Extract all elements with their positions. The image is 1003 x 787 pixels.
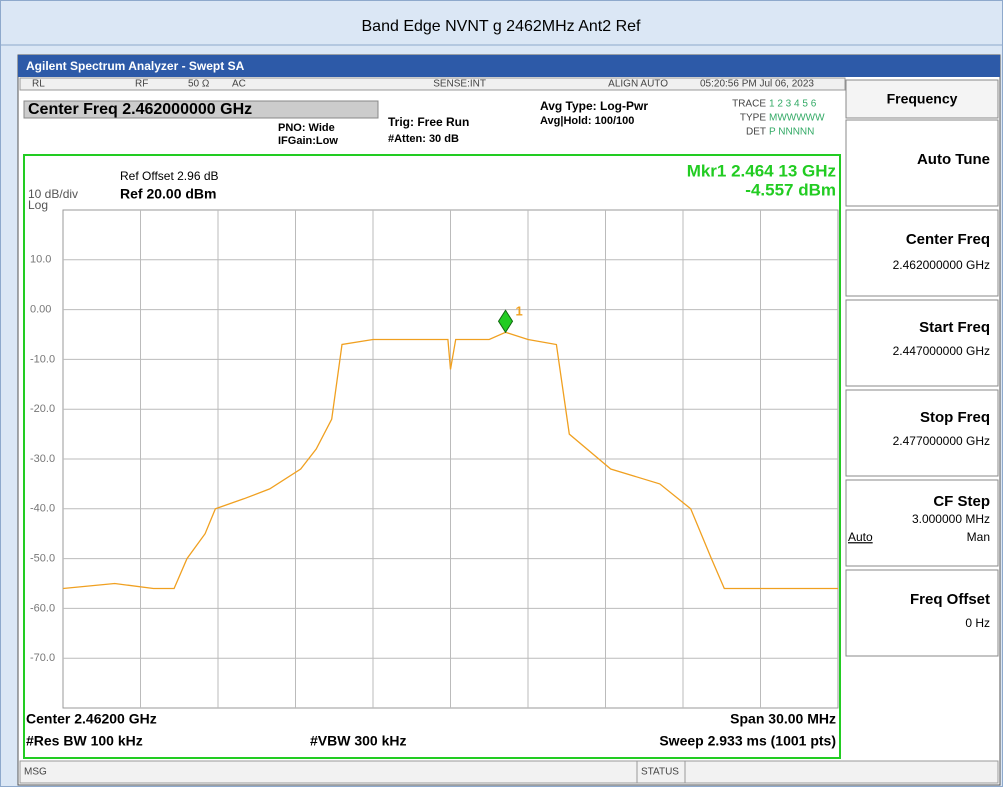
trace-label: TRACE [732, 99, 766, 110]
softkey-label: CF Step [933, 493, 990, 510]
softkey-value: 2.462000000 GHz [893, 258, 990, 272]
y-tick-label: -20.0 [30, 403, 55, 415]
window-titlebar [18, 55, 1000, 77]
softkey-value: 0 Hz [965, 616, 990, 630]
footer: Center 2.46200 GHz Span 30.00 MHz #Res B… [26, 711, 836, 749]
type-label: TYPE [740, 113, 766, 124]
plot: Ref Offset 2.96 dB 10 dB/div Log Ref 20.… [28, 161, 839, 709]
status-bar: RL RF 50 Ω AC SENSE:INT ALIGN AUTO 05:20… [19, 77, 846, 91]
softkey-value: 2.477000000 GHz [893, 434, 990, 448]
softkey-label: Start Freq [919, 319, 990, 336]
status-align: ALIGN AUTO [608, 79, 668, 90]
y-tick-label: -60.0 [30, 602, 55, 614]
msg: MSG [24, 767, 47, 778]
ref-offset: Ref Offset 2.96 dB [120, 169, 219, 183]
status: STATUS [641, 767, 679, 778]
softkey[interactable] [845, 389, 999, 477]
softkey[interactable] [845, 299, 999, 387]
y-tick-label: -10.0 [30, 353, 55, 365]
status-rl: RL [32, 79, 45, 90]
marker-readout: Mkr1 2.464 13 GHz [687, 161, 836, 180]
window-title: Agilent Spectrum Analyzer - Swept SA [26, 59, 245, 73]
type-value: MWWWWW [769, 113, 825, 124]
trace [62, 331, 838, 590]
softkey-label: Freq Offset [910, 591, 990, 608]
det-label: DET [746, 127, 766, 138]
y-tick-label: -30.0 [30, 453, 55, 465]
trace-value: 1 2 3 4 5 6 [769, 99, 817, 110]
ref-level: Ref 20.00 dBm [120, 186, 216, 202]
status-sense: SENSE:INT [433, 79, 486, 90]
softkey-panel: Frequency Auto Tune Center Freq 2.462000… [845, 79, 999, 657]
softkey-value: 3.000000 MHz [912, 512, 990, 526]
pno: PNO: Wide [278, 122, 335, 134]
softkey-title: Frequency [887, 91, 958, 107]
softkey-option: Auto [848, 530, 873, 544]
y-tick-label: -50.0 [30, 553, 55, 565]
message-row [19, 760, 999, 784]
y-tick-label: -40.0 [30, 503, 55, 515]
status-row [19, 77, 846, 91]
avg-hold: Avg|Hold: 100/100 [540, 115, 634, 127]
center-freq-box [23, 100, 379, 119]
header: Center Freq 2.462000000 GHz PNO: Wide IF… [23, 99, 825, 147]
trig: Trig: Free Run [388, 115, 469, 129]
status-rf: RF [135, 79, 148, 90]
message-bar: MSG STATUS [19, 760, 999, 784]
softkey-value: 2.447000000 GHz [893, 344, 990, 358]
status-time: 05:20:56 PM Jul 06, 2023 [700, 79, 814, 90]
y-tick-label: -70.0 [30, 652, 55, 664]
marker-value: -4.557 dBm [745, 180, 836, 199]
sweep: Sweep 2.933 ms (1001 pts) [659, 733, 836, 749]
status-impedance: 50 Ω [188, 79, 210, 90]
softkey-title-box [845, 79, 999, 119]
det-value: P NNNNN [769, 127, 814, 138]
softkey[interactable] [845, 479, 999, 567]
softkey[interactable] [845, 569, 999, 657]
softkey-option: Man [967, 530, 990, 544]
y-tick-label: 0.00 [30, 304, 51, 316]
span-label: Span 30.00 MHz [730, 711, 836, 727]
softkey-label: Center Freq [906, 231, 990, 248]
y-tick-label: 10.0 [30, 254, 51, 266]
avg-type: Avg Type: Log-Pwr [540, 99, 648, 113]
log-label: Log [28, 198, 48, 212]
softkey-label: Auto Tune [917, 151, 990, 168]
marker [497, 309, 514, 334]
ifgain: IFGain:Low [278, 135, 338, 147]
softkey[interactable] [845, 209, 999, 297]
status-coupling: AC [232, 79, 246, 90]
res-bw: #Res BW 100 kHz [26, 733, 143, 749]
scale: 10 dB/div [28, 187, 78, 201]
softkey[interactable] [845, 119, 999, 207]
page-title: Band Edge NVNT g 2462MHz Ant2 Ref [362, 18, 642, 35]
atten: #Atten: 30 dB [388, 133, 459, 145]
softkey-label: Stop Freq [920, 409, 990, 426]
center-freq: Center Freq 2.462000000 GHz [28, 101, 252, 118]
center-label: Center 2.46200 GHz [26, 711, 157, 727]
marker-label: 1 [516, 304, 523, 319]
vbw: #VBW 300 kHz [310, 733, 406, 749]
